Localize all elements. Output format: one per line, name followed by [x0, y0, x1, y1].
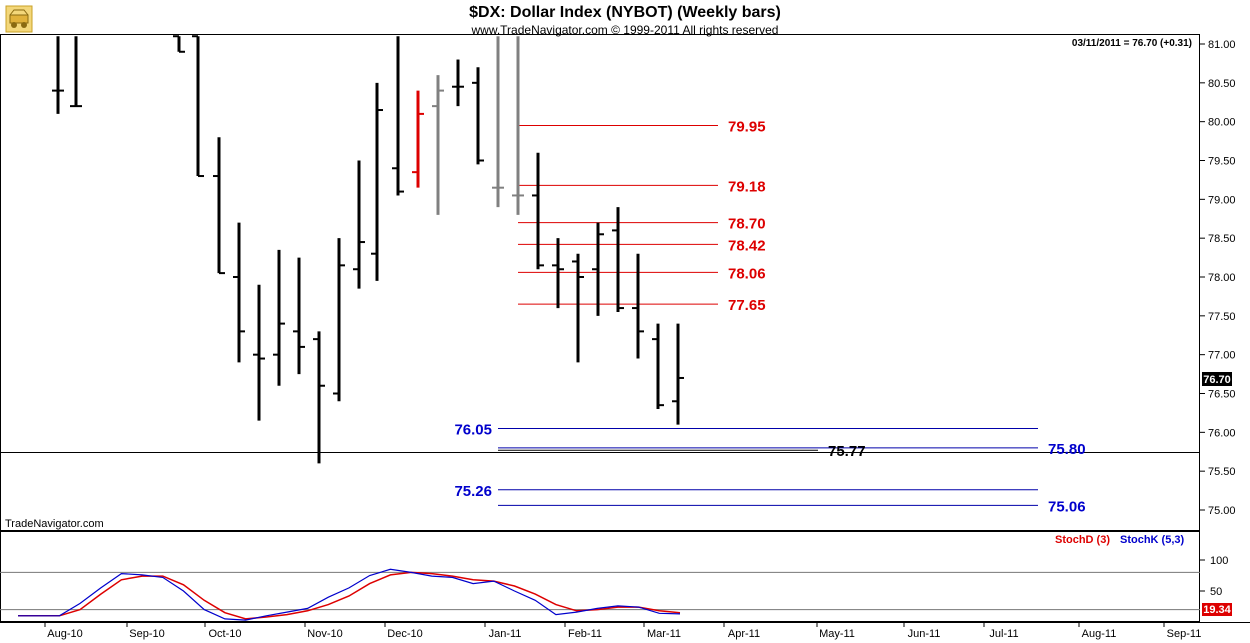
chart-subtitle: www.TradeNavigator.com © 1999-2011 All r…	[471, 23, 779, 37]
resistance-level-label: 79.95	[728, 119, 766, 136]
wagon-logo-icon	[5, 5, 33, 33]
last-price-label: 76.70	[1203, 374, 1231, 386]
stoch-k-legend: StochK (5,3)	[1120, 534, 1185, 546]
price-panel	[0, 34, 1200, 531]
stoch-panel	[0, 531, 1200, 622]
price-tick-label: 80.50	[1208, 78, 1236, 90]
date-tick-label: Aug-11	[1082, 628, 1117, 640]
stochastic-indicator: 100 50	[0, 555, 1228, 621]
date-tick-label: Apr-11	[728, 628, 760, 640]
price-tick-label: 79.00	[1208, 194, 1236, 206]
price-tick-label: 77.50	[1208, 311, 1236, 323]
resistance-level-label: 78.06	[728, 265, 766, 282]
resistance-level-label: 77.65	[728, 297, 766, 314]
stoch-k-line	[18, 568, 681, 621]
last-readout: 03/11/2011 = 76.70 (+0.31)	[1072, 38, 1192, 49]
level-lines: 79.95 79.18 78.70 78.42 78.06 77.65 76.05 75.26…	[454, 119, 1085, 516]
price-tick-label: 75.50	[1208, 466, 1236, 478]
date-tick-label: Feb-11	[568, 628, 602, 640]
target-level-label: 76.05	[454, 421, 492, 438]
date-tick-label: Mar-11	[647, 628, 681, 640]
price-axis: 81.00 80.50 80.00 79.50 79.00 78.50 78.00 77.50…	[1200, 39, 1236, 517]
resistance-level-label: 79.18	[728, 178, 766, 195]
stoch-last-label: 19.34	[1203, 604, 1231, 616]
brand-label: TradeNavigator.com	[5, 518, 104, 530]
date-tick-label: Jan-11	[489, 628, 522, 640]
date-tick-label: Nov-10	[307, 628, 342, 640]
date-axis: Aug-10 Sep-10 Oct-10 Nov-10 Dec-10 Jan-11 Feb-…	[44, 622, 1202, 640]
date-tick-label: May-11	[819, 628, 855, 640]
date-tick-label: Dec-10	[387, 628, 422, 640]
resistance-level-label: 78.70	[728, 216, 766, 233]
price-tick-label: 77.00	[1208, 350, 1236, 362]
stoch-last-box	[1202, 603, 1232, 616]
ohlc-bars	[52, 35, 684, 464]
price-tick-label: 78.50	[1208, 233, 1236, 245]
target-level-label: 75.80	[1048, 441, 1086, 458]
date-tick-label: Jun-11	[908, 628, 941, 640]
target-level-label: 75.26	[454, 483, 492, 500]
resistance-level-label: 78.42	[728, 237, 766, 254]
date-tick-label: Sep-11	[1167, 628, 1202, 640]
stoch-d-line	[18, 571, 681, 620]
price-tick-label: 76.50	[1208, 389, 1236, 401]
date-tick-label: Aug-10	[47, 628, 82, 640]
date-tick-label: Jul-11	[989, 628, 1018, 640]
chart-title: $DX: Dollar Index (NYBOT) (Weekly bars)	[469, 4, 781, 21]
price-tick-label: 76.00	[1208, 427, 1236, 439]
price-tick-label: 80.00	[1208, 117, 1236, 129]
price-tick-label: 75.00	[1208, 505, 1236, 517]
date-tick-label: Sep-10	[129, 628, 164, 640]
stoch-tick-label: 100	[1210, 555, 1228, 567]
target-level-label: 75.06	[1048, 498, 1086, 515]
price-tick-label: 79.50	[1208, 156, 1236, 168]
last-price-box	[1202, 372, 1232, 386]
pivot-level-label: 75.77	[828, 443, 866, 460]
stoch-d-legend: StochD (3)	[1055, 534, 1110, 546]
stoch-tick-label: 50	[1210, 586, 1222, 598]
date-tick-label: Oct-10	[208, 628, 241, 640]
price-tick-label: 78.00	[1208, 272, 1236, 284]
price-tick-label: 81.00	[1208, 39, 1236, 51]
